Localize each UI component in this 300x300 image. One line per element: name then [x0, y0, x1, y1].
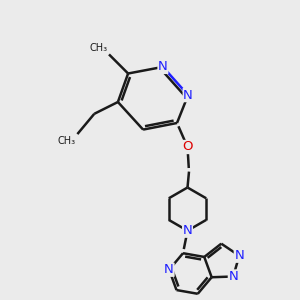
Text: O: O	[182, 140, 193, 154]
Text: CH₃: CH₃	[58, 136, 76, 146]
Text: N: N	[164, 263, 174, 276]
Text: N: N	[228, 270, 238, 283]
Text: N: N	[183, 224, 192, 237]
Text: N: N	[234, 249, 244, 262]
Text: CH₃: CH₃	[89, 43, 107, 53]
Text: N: N	[183, 88, 193, 102]
Text: N: N	[158, 60, 168, 74]
